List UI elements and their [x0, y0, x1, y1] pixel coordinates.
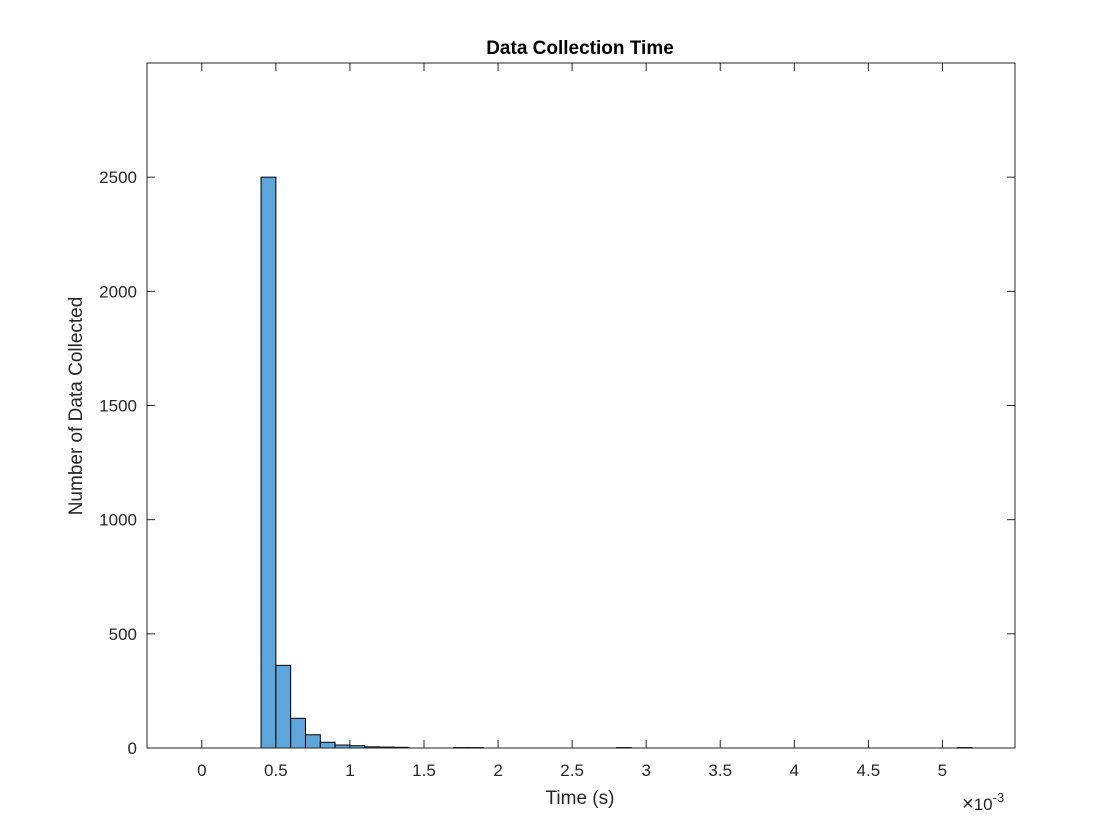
x-tick-label: 4.5 — [857, 761, 881, 780]
y-tick-label: 1500 — [99, 397, 137, 416]
y-axis-label: Number of Data Collected — [66, 297, 87, 516]
x-tick-label: 2.5 — [560, 761, 584, 780]
x-axis-ticks: 0 0.5 1 1.5 2 2.5 3 3.5 4 4.5 5 — [197, 63, 947, 780]
y-tick-label: 500 — [109, 625, 137, 644]
y-tick-label: 2000 — [99, 282, 137, 301]
histogram-bars — [260, 176, 973, 749]
histogram-bar — [304, 734, 321, 749]
x-tick-label: 5 — [938, 761, 947, 780]
x-axis-exponent-power: -3 — [993, 790, 1005, 805]
histogram-bar — [290, 717, 306, 749]
x-axis-exponent: ×10-3 — [962, 790, 1004, 815]
y-tick-label: 1000 — [99, 511, 137, 530]
x-tick-label: 2 — [493, 761, 502, 780]
x-tick-label: 4 — [790, 761, 799, 780]
x-tick-label: 3 — [641, 761, 650, 780]
x-tick-label: 0 — [197, 761, 206, 780]
x-axis-exponent-base: 10 — [974, 795, 993, 814]
y-axis-ticks: 0 500 1000 1500 2000 2500 — [99, 168, 1015, 758]
x-tick-label: 0.5 — [264, 761, 288, 780]
plot-frame — [146, 62, 1016, 749]
histogram-bar — [319, 741, 336, 749]
y-tick-label: 0 — [128, 739, 137, 758]
x-axis-label: Time (s) — [546, 788, 615, 809]
x-tick-label: 1.5 — [412, 761, 436, 780]
x-tick-label: 3.5 — [708, 761, 732, 780]
y-tick-label: 2500 — [99, 168, 137, 187]
chart-title: Data Collection Time — [486, 38, 674, 59]
histogram-bar — [260, 176, 277, 749]
x-tick-label: 1 — [345, 761, 354, 780]
histogram-bar — [275, 664, 292, 749]
